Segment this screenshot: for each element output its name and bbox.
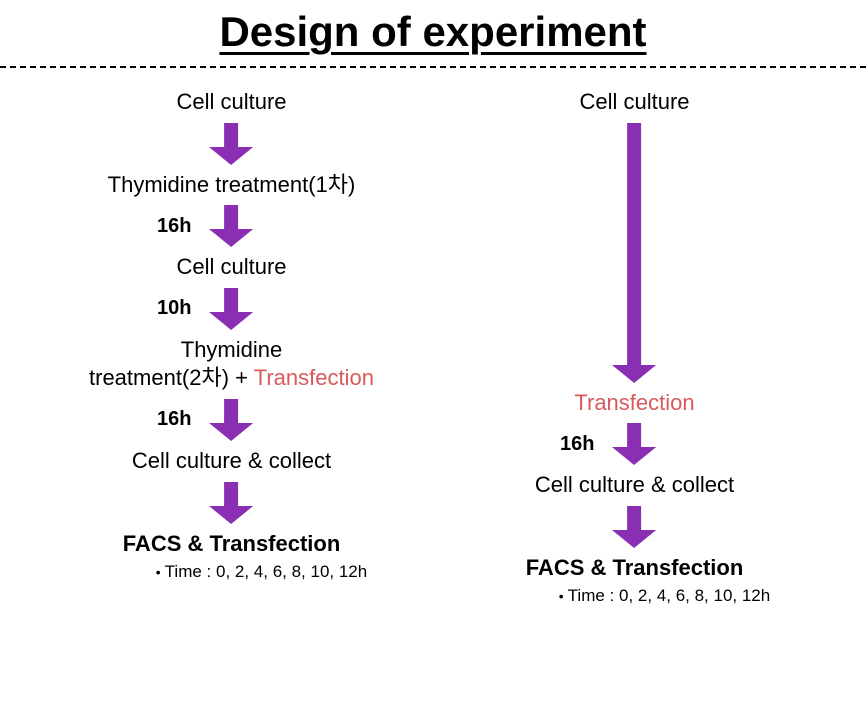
flow-step: Cell culture xyxy=(579,88,689,117)
arrow-down-icon xyxy=(612,123,656,383)
arrow-down-icon xyxy=(209,399,253,441)
flow-column-left: Cell culture Thymidine treatment(1차) 16h Ce… xyxy=(42,86,422,606)
arrow-label: 10h xyxy=(157,297,191,320)
bullet-text: Time : 0, 2, 4, 6, 8, 10, 12h xyxy=(568,586,771,606)
highlight-text: Transfection xyxy=(254,365,374,390)
flow-step: Thymidine treatment(1차) xyxy=(108,171,356,200)
flow-step: Thymidine treatment(2차) + Transfection xyxy=(89,336,374,393)
arrow-label: 16h xyxy=(560,433,594,456)
flow-step: Cell culture xyxy=(176,253,286,282)
step-text: Thymidine xyxy=(181,337,282,362)
bullet-text: Time : 0, 2, 4, 6, 8, 10, 12h xyxy=(165,562,368,582)
flow-column-right: Cell culture Transfection 16h Cell culture … xyxy=(445,86,825,606)
bullet-dot-icon: • xyxy=(156,565,161,579)
arrow-down-icon xyxy=(612,506,656,548)
arrow-label: 16h xyxy=(157,215,191,238)
arrow-down-icon xyxy=(209,205,253,247)
flow-step: Cell culture & collect xyxy=(132,447,331,476)
time-bullet: • Time : 0, 2, 4, 6, 8, 10, 12h xyxy=(499,586,770,606)
flow-arrow: 16h xyxy=(445,423,825,465)
flow-step: FACS & Transfection xyxy=(526,554,744,583)
flow-step: Cell culture xyxy=(176,88,286,117)
flow-arrow xyxy=(42,123,422,165)
page-title: Design of experiment xyxy=(0,0,866,56)
flow-arrow: 10h xyxy=(42,288,422,330)
arrow-label: 16h xyxy=(157,408,191,431)
flow-step: Cell culture & collect xyxy=(535,471,734,500)
flow-arrow: 16h xyxy=(42,399,422,441)
flow-step: FACS & Transfection xyxy=(123,530,341,559)
arrow-down-icon xyxy=(612,423,656,465)
bullet-dot-icon: • xyxy=(559,589,564,603)
highlight-text: Transfection xyxy=(574,390,694,415)
flow-columns: Cell cultureThymidine treatment(1차)16hCe… xyxy=(0,68,866,606)
arrow-down-icon xyxy=(209,482,253,524)
flow-arrow xyxy=(42,482,422,524)
arrow-down-icon xyxy=(209,123,253,165)
flow-step: Transfection xyxy=(574,389,694,418)
arrow-down-icon xyxy=(209,288,253,330)
step-text: treatment(2차) + xyxy=(89,365,254,390)
flow-arrow xyxy=(445,123,825,383)
flow-arrow xyxy=(445,506,825,548)
time-bullet: • Time : 0, 2, 4, 6, 8, 10, 12h xyxy=(96,562,367,582)
flow-arrow: 16h xyxy=(42,205,422,247)
